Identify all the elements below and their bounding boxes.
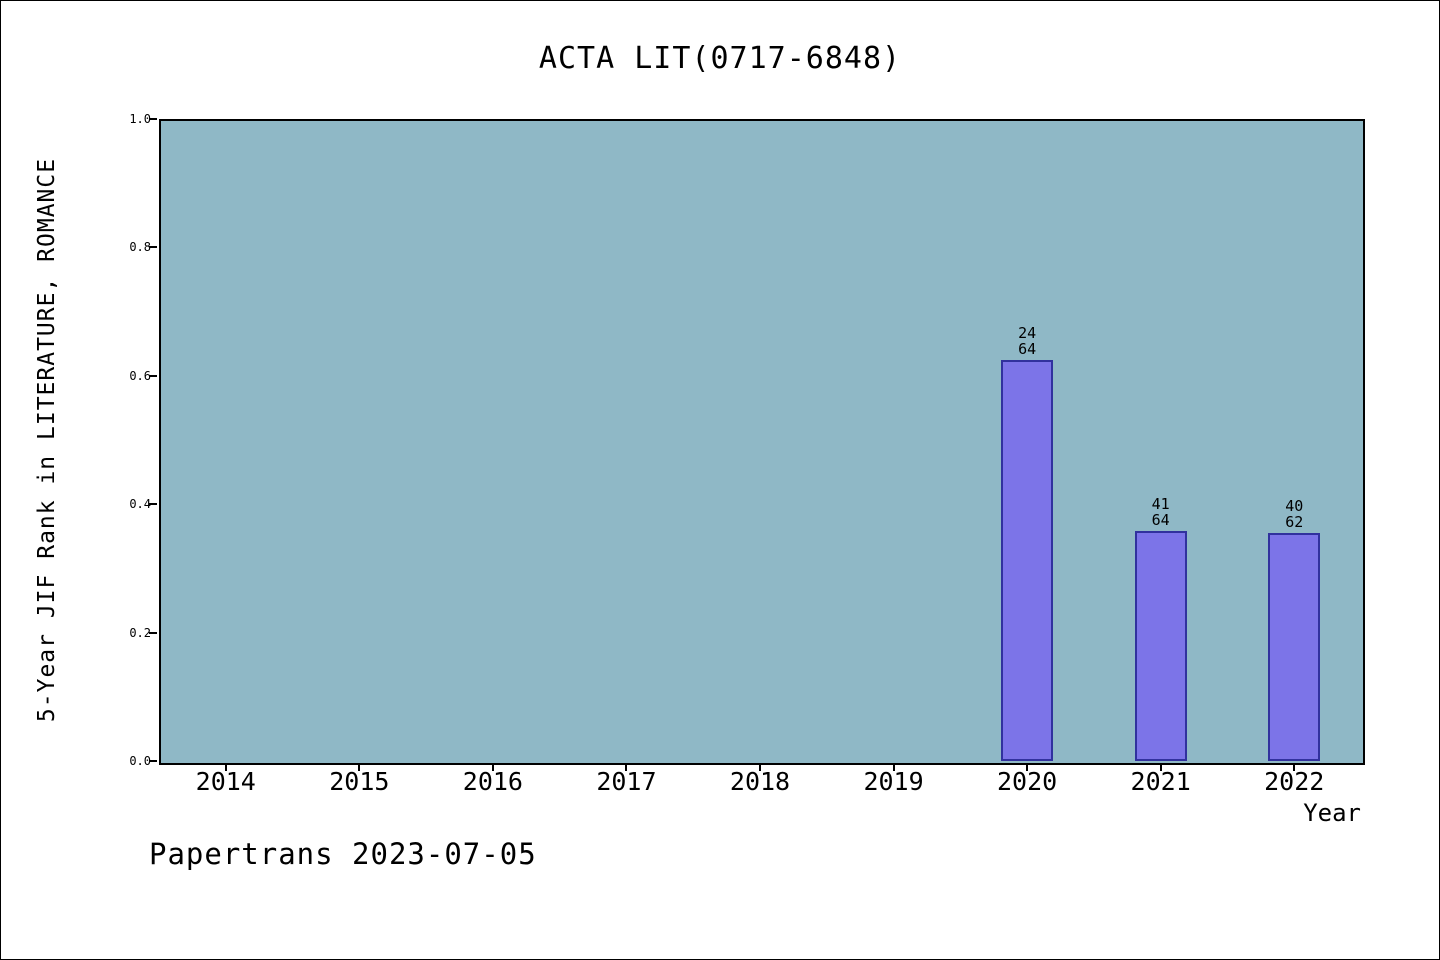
bar-value-label: 40 62 (1285, 497, 1304, 532)
bar (1268, 533, 1321, 761)
y-tick-mark (149, 374, 157, 377)
y-tick-mark (149, 631, 157, 634)
x-tick-label: 2020 (997, 767, 1058, 796)
x-tick-label: 2017 (596, 767, 657, 796)
chart-title: ACTA LIT(0717-6848) (538, 41, 902, 76)
x-tick-mark (224, 763, 227, 771)
x-tick-label: 2019 (863, 767, 924, 796)
y-tick-label: 0.0 (129, 754, 151, 768)
x-tick-mark (625, 763, 628, 771)
x-tick-mark (1026, 763, 1029, 771)
y-tick-mark (149, 246, 157, 249)
x-tick-mark (1293, 763, 1296, 771)
y-tick-label: 0.6 (129, 368, 151, 383)
y-tick-label: 0.8 (129, 240, 151, 255)
y-tick-mark (149, 118, 157, 120)
x-tick-label: 2015 (329, 767, 390, 796)
y-axis-label: 5-Year JIF Rank in LITERATURE, ROMANCE (34, 157, 60, 723)
bar (1134, 530, 1187, 761)
bar (1001, 359, 1054, 761)
x-tick-label: 2016 (462, 767, 523, 796)
x-tick-mark (491, 763, 494, 771)
x-tick-label: 2022 (1264, 767, 1325, 796)
watermark-text: Papertrans 2023-07-05 (149, 837, 537, 871)
x-tick-label: 2021 (1130, 767, 1191, 796)
y-tick-label: 0.4 (129, 497, 151, 512)
x-tick-mark (892, 763, 895, 771)
x-tick-mark (1159, 763, 1162, 771)
y-tick-mark (149, 760, 157, 762)
y-tick-label: 0.2 (129, 625, 151, 640)
x-tick-mark (358, 763, 361, 771)
x-tick-mark (759, 763, 761, 771)
x-axis-label: Year (1303, 799, 1361, 827)
x-tick-label: 2014 (195, 767, 256, 796)
y-tick-label: 1.0 (129, 112, 151, 126)
bar-value-label: 24 64 (1018, 323, 1037, 358)
x-tick-label: 2018 (729, 767, 791, 796)
y-tick-mark (149, 503, 157, 506)
bar-value-label: 41 64 (1151, 494, 1170, 529)
